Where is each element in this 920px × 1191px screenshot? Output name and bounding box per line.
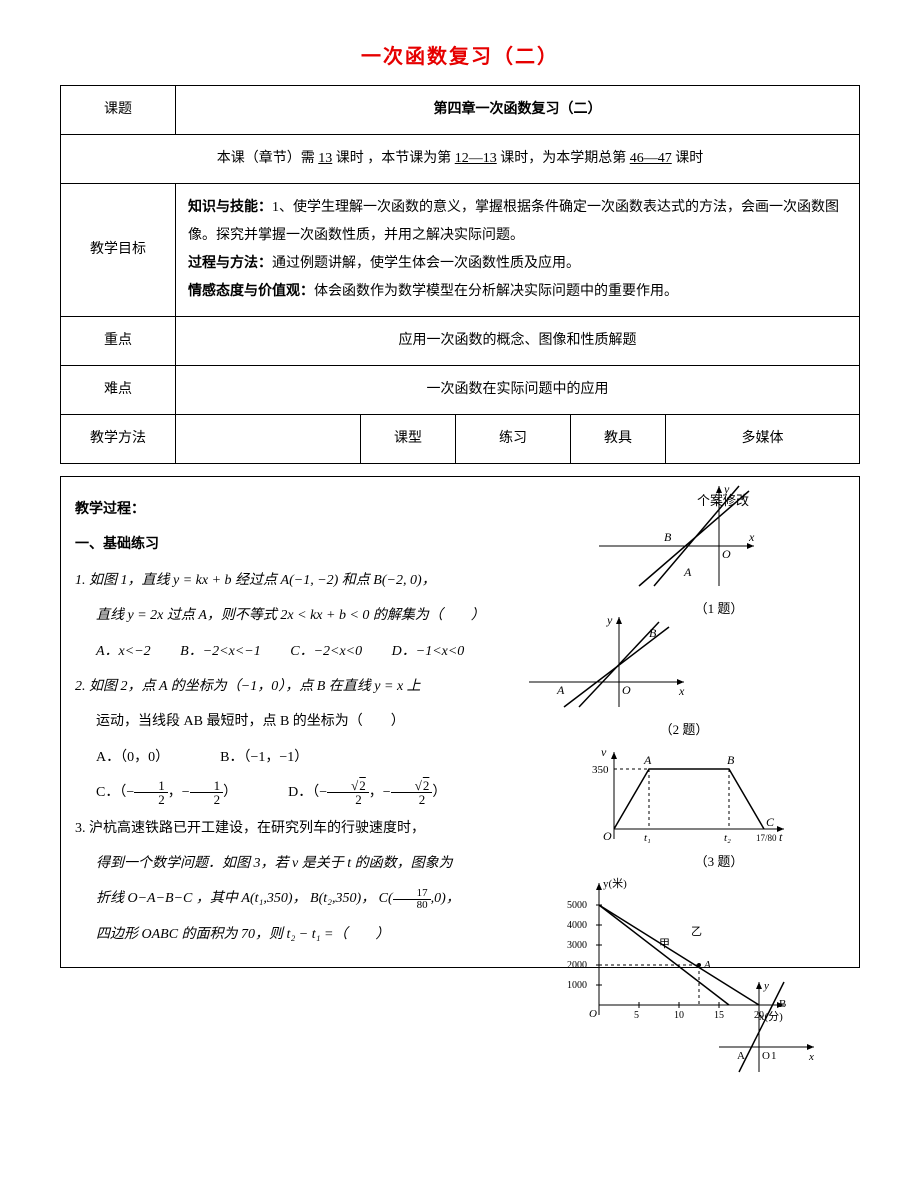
svg-text:5000: 5000 [567,900,587,911]
goals-qinggan-label: 情感态度与价值观： [188,284,314,299]
lesson-title: 第四章一次函数复习（二） [176,86,860,135]
goals-zhishi-label: 知识与技能： [188,200,272,215]
hours-u2: 12—13 [455,151,497,166]
svg-text:t₂: t₂ [724,832,731,844]
q2-optA: A．（0，0） [75,743,169,772]
goals-guocheng-label: 过程与方法： [188,256,272,271]
svg-text:x: x [678,684,685,698]
goals-qinggan-text: 体会函数作为数学模型在分析解决实际问题中的重要作用。 [314,284,678,299]
content-block: 个案修改 教学过程： 一、基础练习 1. 如图 1，直线 y = kx + b … [60,476,860,968]
svg-text:1000: 1000 [567,980,587,991]
svg-text:A: A [556,683,565,697]
row-label-zhongdian: 重点 [61,317,176,366]
figure-small: x y O A B 1 [709,977,819,1077]
figures-column: x y O B A （1 题） x y O A B （2 题） [589,481,849,1029]
zhongdian-text: 应用一次函数的概念、图像和性质解题 [176,317,860,366]
hours-u1: 13 [318,151,332,166]
q2-optB: B．（−1，−1） [199,743,308,772]
figure-3: v t O 350 A B C t₁ t₂ 17/80 [589,744,789,844]
svg-text:A: A [737,1050,745,1062]
row-label-keti: 课题 [61,86,176,135]
svg-text:O: O [589,1008,597,1020]
row-label-nandian: 难点 [61,366,176,415]
goals-guocheng-text: 通过例题讲解，使学生体会一次函数性质及应用。 [272,256,580,271]
q2-optC: C．（−12，−12） [75,778,237,807]
svg-text:v: v [601,745,607,759]
nandian-text: 一次函数在实际问题中的应用 [176,366,860,415]
q1-optD: D．−1<x<0 [392,644,465,659]
svg-text:B: B [779,998,786,1010]
goals-zhishi-text: 1、使学生理解一次函数的意义，掌握根据条件确定一次函数表达式的方法，会画一次函数… [188,200,839,243]
hours-u3: 46—47 [630,151,672,166]
svg-text:O: O [722,547,731,561]
fig3-caption: （3 题） [589,848,849,875]
svg-text:1: 1 [771,1050,777,1062]
lesson-hours: 本课（章节）需 13 课时 ，本节课为第 12—13 课时，为本学期总第 46—… [61,135,860,184]
svg-text:17/80: 17/80 [756,833,777,843]
svg-text:O: O [622,683,631,697]
fig2-caption: （2 题） [519,716,849,743]
svg-text:B: B [727,753,735,767]
q2-optD: D．（−√22，−√22） [267,778,446,807]
q1-optB: B．−2<x<−1 [180,644,261,659]
q1-optA: A．x<−2 [96,644,151,659]
svg-text:x: x [748,530,755,544]
svg-text:3000: 3000 [567,940,587,951]
goals-cell: 知识与技能：1、使学生理解一次函数的意义，掌握根据条件确定一次函数表达式的方法，… [176,184,860,317]
svg-text:y: y [723,482,730,496]
method-c3: 课型 [361,415,456,464]
row-label-goals: 教学目标 [61,184,176,317]
svg-text:甲: 甲 [659,938,670,950]
svg-text:B: B [664,530,672,544]
svg-text:O: O [762,1050,770,1062]
method-c1: 教学方法 [61,415,176,464]
hours-text-d: 课时 [672,151,704,166]
svg-text:A: A [643,753,652,767]
svg-text:t: t [779,830,783,844]
figure-2: x y O A B [519,612,689,712]
svg-text:y(米): y(米) [603,877,627,890]
svg-text:B: B [649,626,657,640]
figure-1: x y O B A [589,481,759,591]
svg-text:y: y [606,613,613,627]
method-c6: 多媒体 [666,415,860,464]
page-title: 一次函数复习（二） [60,40,860,69]
svg-text:10: 10 [674,1010,684,1021]
svg-text:2000: 2000 [567,960,587,971]
svg-text:A: A [683,565,692,579]
svg-text:5: 5 [634,1010,639,1021]
svg-text:C: C [766,815,775,829]
method-c2 [176,415,361,464]
hours-text-b: 课时 ，本节课为第 [332,151,455,166]
svg-text:y: y [763,980,769,992]
svg-text:350: 350 [592,764,609,776]
svg-text:x: x [808,1051,814,1063]
q1-optC: C．−2<x<0 [290,644,362,659]
svg-text:A: A [703,959,711,971]
svg-text:O: O [603,829,612,843]
svg-text:4000: 4000 [567,920,587,931]
lesson-plan-table: 课题 第四章一次函数复习（二） 本课（章节）需 13 课时 ，本节课为第 12—… [60,85,860,464]
method-c5: 教具 [571,415,666,464]
method-c4: 练习 [456,415,571,464]
hours-text-a: 本课（章节）需 [217,151,319,166]
svg-text:乙: 乙 [691,925,702,938]
svg-text:t₁: t₁ [644,832,651,844]
hours-text-c: 课时，为本学期总第 [497,151,630,166]
